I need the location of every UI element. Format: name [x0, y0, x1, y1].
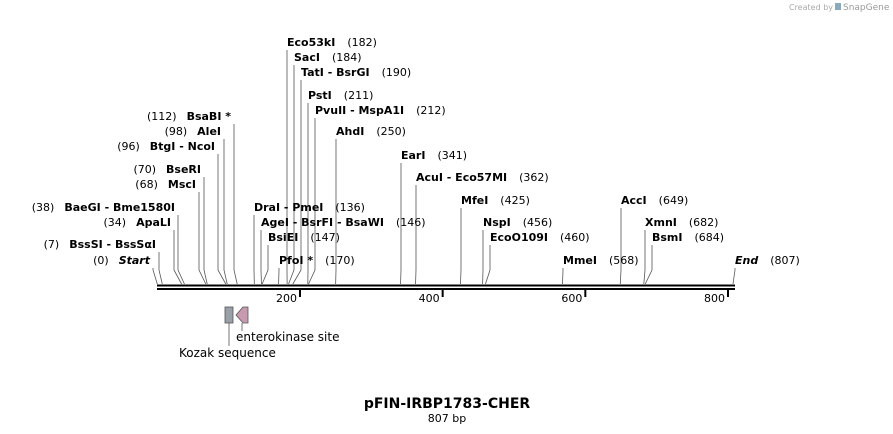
site-name: XmnI: [645, 216, 677, 229]
site-position: (170): [325, 254, 355, 267]
logo: [835, 3, 841, 10]
site-name: AleI: [197, 125, 221, 138]
leader: [233, 124, 238, 285]
leader: [308, 118, 316, 285]
tick-label: 200: [276, 292, 297, 305]
site-name: PvuII - MspA1I: [315, 104, 404, 117]
leader: [152, 268, 158, 285]
site-position: (684): [695, 231, 725, 244]
site-position: (136): [335, 201, 365, 214]
site-name: AcuI - Eco57MI: [416, 171, 507, 184]
site-position: (250): [376, 125, 406, 138]
site-position: (682): [689, 216, 719, 229]
leader: [644, 245, 653, 285]
site-name: BseRI: [166, 163, 201, 176]
leader: [223, 139, 228, 285]
site-position: (146): [396, 216, 426, 229]
site-name: PstI: [308, 89, 332, 102]
site-name: AhdI: [336, 125, 364, 138]
site-name: MmeI: [563, 254, 597, 267]
feature-label: Kozak sequence: [179, 346, 276, 360]
tick-label: 800: [704, 292, 725, 305]
site-position: (182): [347, 36, 377, 49]
site-position: (96): [117, 140, 140, 153]
site-position: (70): [133, 163, 156, 176]
site-position: (649): [659, 194, 689, 207]
site-name: Eco53kI: [287, 36, 335, 49]
leader: [485, 245, 491, 285]
site-position: (341): [437, 149, 467, 162]
site-position: (68): [135, 178, 158, 191]
site-position: (0): [93, 254, 109, 267]
site-position: (362): [519, 171, 549, 184]
enterokinase-arrow: [235, 306, 249, 324]
site-name: PfoI *: [279, 254, 313, 267]
site-name: EarI: [401, 149, 425, 162]
site-name: Start: [119, 254, 151, 267]
site-name: AccI: [621, 194, 647, 207]
leader: [198, 192, 207, 285]
site-name: MfeI: [461, 194, 488, 207]
site-name: BsmI: [652, 231, 683, 244]
leader: [292, 80, 302, 285]
site-position: (568): [609, 254, 639, 267]
site-position: (112): [147, 110, 177, 123]
site-name: MscI: [168, 178, 196, 191]
leader: [288, 65, 295, 285]
site-position: (425): [500, 194, 530, 207]
tick-label: 600: [561, 292, 582, 305]
leader: [460, 208, 462, 285]
site-name: BssSI - BssSαI: [69, 238, 156, 251]
leader: [732, 268, 736, 285]
site-position: (7): [44, 238, 60, 251]
credit: Created by: [789, 3, 833, 12]
site-name: EcoO109I: [490, 231, 548, 244]
site-name: BsaBI *: [187, 110, 232, 123]
leader: [177, 215, 185, 285]
site-name: TatI - BsrGI: [301, 66, 370, 79]
site-name: BtgI - NcoI: [150, 140, 215, 153]
kozak-box: [224, 306, 234, 324]
site-position: (807): [770, 254, 800, 267]
site-name: BsiEI: [268, 231, 298, 244]
site-name: BaeGI - Bme1580I: [64, 201, 175, 214]
site-position: (460): [560, 231, 590, 244]
site-name: NspI: [483, 216, 511, 229]
site-position: (212): [416, 104, 446, 117]
tick-label: 400: [419, 292, 440, 305]
site-name: End: [735, 254, 758, 267]
site-name: SacI: [294, 51, 320, 64]
site-position: (98): [165, 125, 188, 138]
site-position: (147): [310, 231, 340, 244]
leader: [173, 230, 182, 285]
leader: [217, 154, 227, 285]
site-name: ApaLI: [136, 216, 171, 229]
leader: [261, 245, 269, 285]
site-position: (38): [32, 201, 55, 214]
feature-label: enterokinase site: [236, 330, 339, 344]
leader: [203, 177, 208, 285]
site-position: (184): [332, 51, 362, 64]
site-position: (190): [382, 66, 412, 79]
site-name: DraI - PmeI: [254, 201, 323, 214]
leader: [158, 252, 163, 285]
title: pFIN-IRBP1783-CHER: [364, 396, 531, 412]
site-position: (456): [523, 216, 553, 229]
brand: SnapGene: [843, 3, 890, 13]
leader: [619, 208, 622, 285]
length: 807 bp: [428, 412, 466, 425]
site-name: AgeI - BsrFI - BsaWI: [261, 216, 384, 229]
site-position: (34): [103, 216, 126, 229]
leader: [643, 230, 646, 285]
site-position: (211): [344, 89, 374, 102]
